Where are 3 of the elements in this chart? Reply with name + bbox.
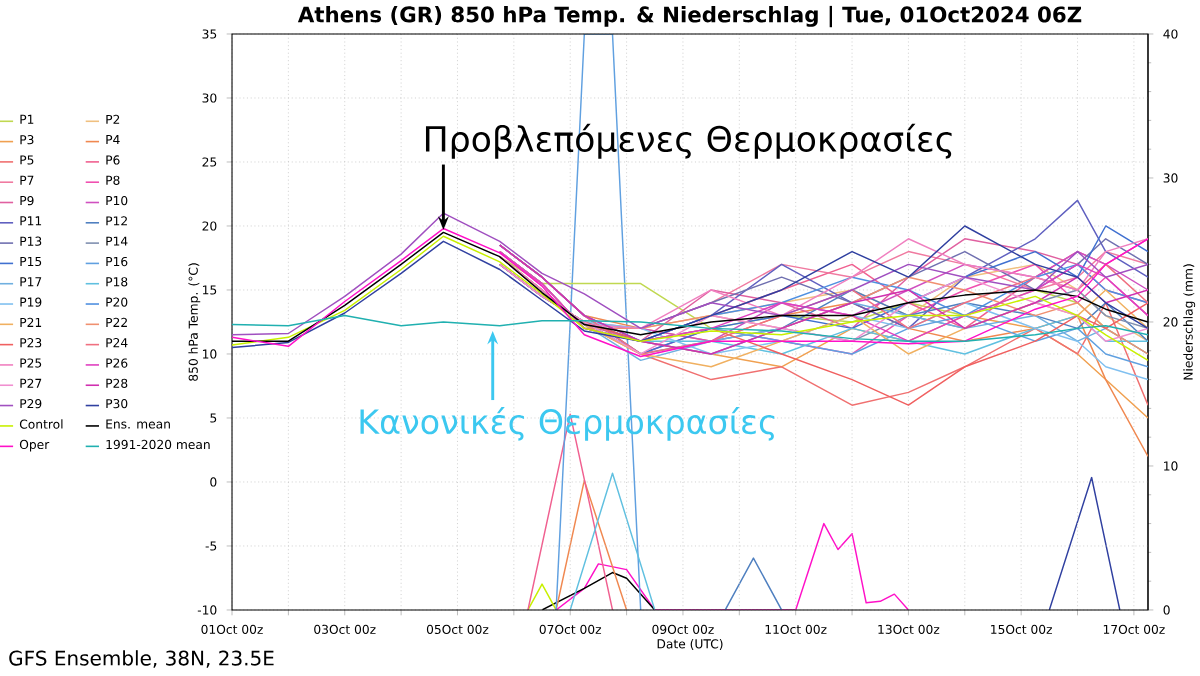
chart-title: Athens (GR) 850 hPa Temp. & Niederschlag | Tue, 01Oct2024 06Z <box>297 5 1082 28</box>
text: GFS Ensemble, 38N, 23.5E <box>9 650 274 668</box>
annotation: Προβλεπόμενες Θερμοκρασίες <box>425 123 952 159</box>
